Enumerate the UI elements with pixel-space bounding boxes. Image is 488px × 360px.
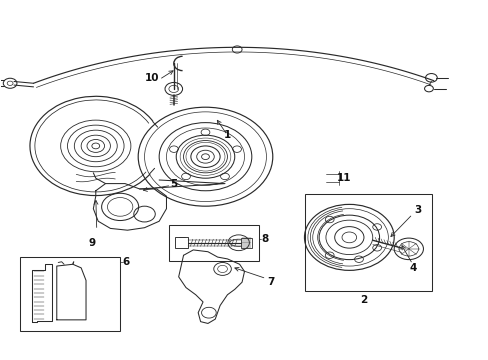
Text: 7: 7: [267, 277, 274, 287]
Text: 10: 10: [144, 73, 159, 83]
Text: 4: 4: [408, 263, 416, 273]
Text: 3: 3: [413, 206, 420, 216]
Text: 8: 8: [261, 234, 268, 244]
Bar: [168, 225, 259, 261]
Bar: [305, 194, 431, 291]
Bar: [241, 238, 251, 248]
Bar: [20, 257, 120, 330]
Text: 9: 9: [88, 238, 95, 248]
Text: 6: 6: [122, 257, 130, 267]
Text: 1: 1: [224, 130, 231, 140]
Text: 11: 11: [337, 173, 351, 183]
Text: 5: 5: [170, 179, 177, 189]
Bar: [174, 237, 188, 248]
Text: 2: 2: [360, 295, 367, 305]
